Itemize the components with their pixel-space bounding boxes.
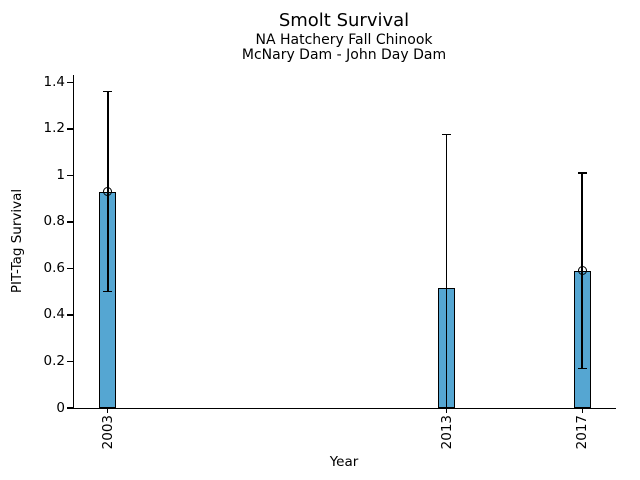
y-axis-tick-label: 1.4 (43, 73, 65, 90)
y-axis-tick-label: 0.2 (43, 352, 65, 369)
y-axis-tick-label: 0.8 (43, 213, 65, 230)
y-axis-label: PIT-Tag Survival (9, 188, 25, 294)
error-cap-high-2013 (442, 134, 452, 136)
x-axis-tick-label-2003: 2003 (99, 415, 116, 450)
chart-subtitle-line1: NA Hatchery Fall Chinook (255, 32, 433, 48)
error-cap-low-2003 (103, 291, 113, 293)
y-axis-tick (67, 407, 73, 409)
x-axis-label: Year (329, 454, 359, 470)
x-axis-tick-label-2013: 2013 (438, 415, 455, 450)
y-axis-tick-label: 0 (56, 399, 65, 416)
y-axis-tick (67, 314, 73, 316)
error-cap-high-2003 (103, 91, 113, 93)
x-axis-tick (107, 408, 109, 413)
x-axis-tick (446, 408, 448, 413)
x-axis-tick (581, 408, 583, 413)
y-axis-tick-label: 1 (56, 166, 65, 183)
error-bar-2013 (445, 134, 448, 408)
y-axis-tick (67, 221, 73, 223)
point-marker-2003 (103, 187, 113, 197)
error-cap-low-2017 (577, 367, 587, 370)
plot-area: 0 0.2 0.4 0.6 0.8 1 1.2 1.4 2003 2013 2017 (44, 74, 616, 449)
y-axis-tick (67, 174, 73, 177)
y-axis-tick (67, 360, 73, 363)
y-axis-tick-label: 0.4 (43, 306, 65, 323)
chart-title: Smolt Survival (278, 10, 410, 31)
chart-subtitle-line2: McNary Dam - John Day Dam (241, 47, 447, 63)
y-axis-tick-label: 0.6 (43, 259, 65, 276)
y-axis-tick (67, 128, 73, 130)
y-axis-tick-label: 1.2 (43, 120, 65, 137)
y-axis-tick (67, 267, 73, 270)
y-axis-tick (67, 81, 73, 84)
x-axis-tick-label-2017: 2017 (574, 415, 591, 450)
point-marker-2017 (577, 266, 587, 276)
error-cap-high-2017 (577, 172, 587, 174)
